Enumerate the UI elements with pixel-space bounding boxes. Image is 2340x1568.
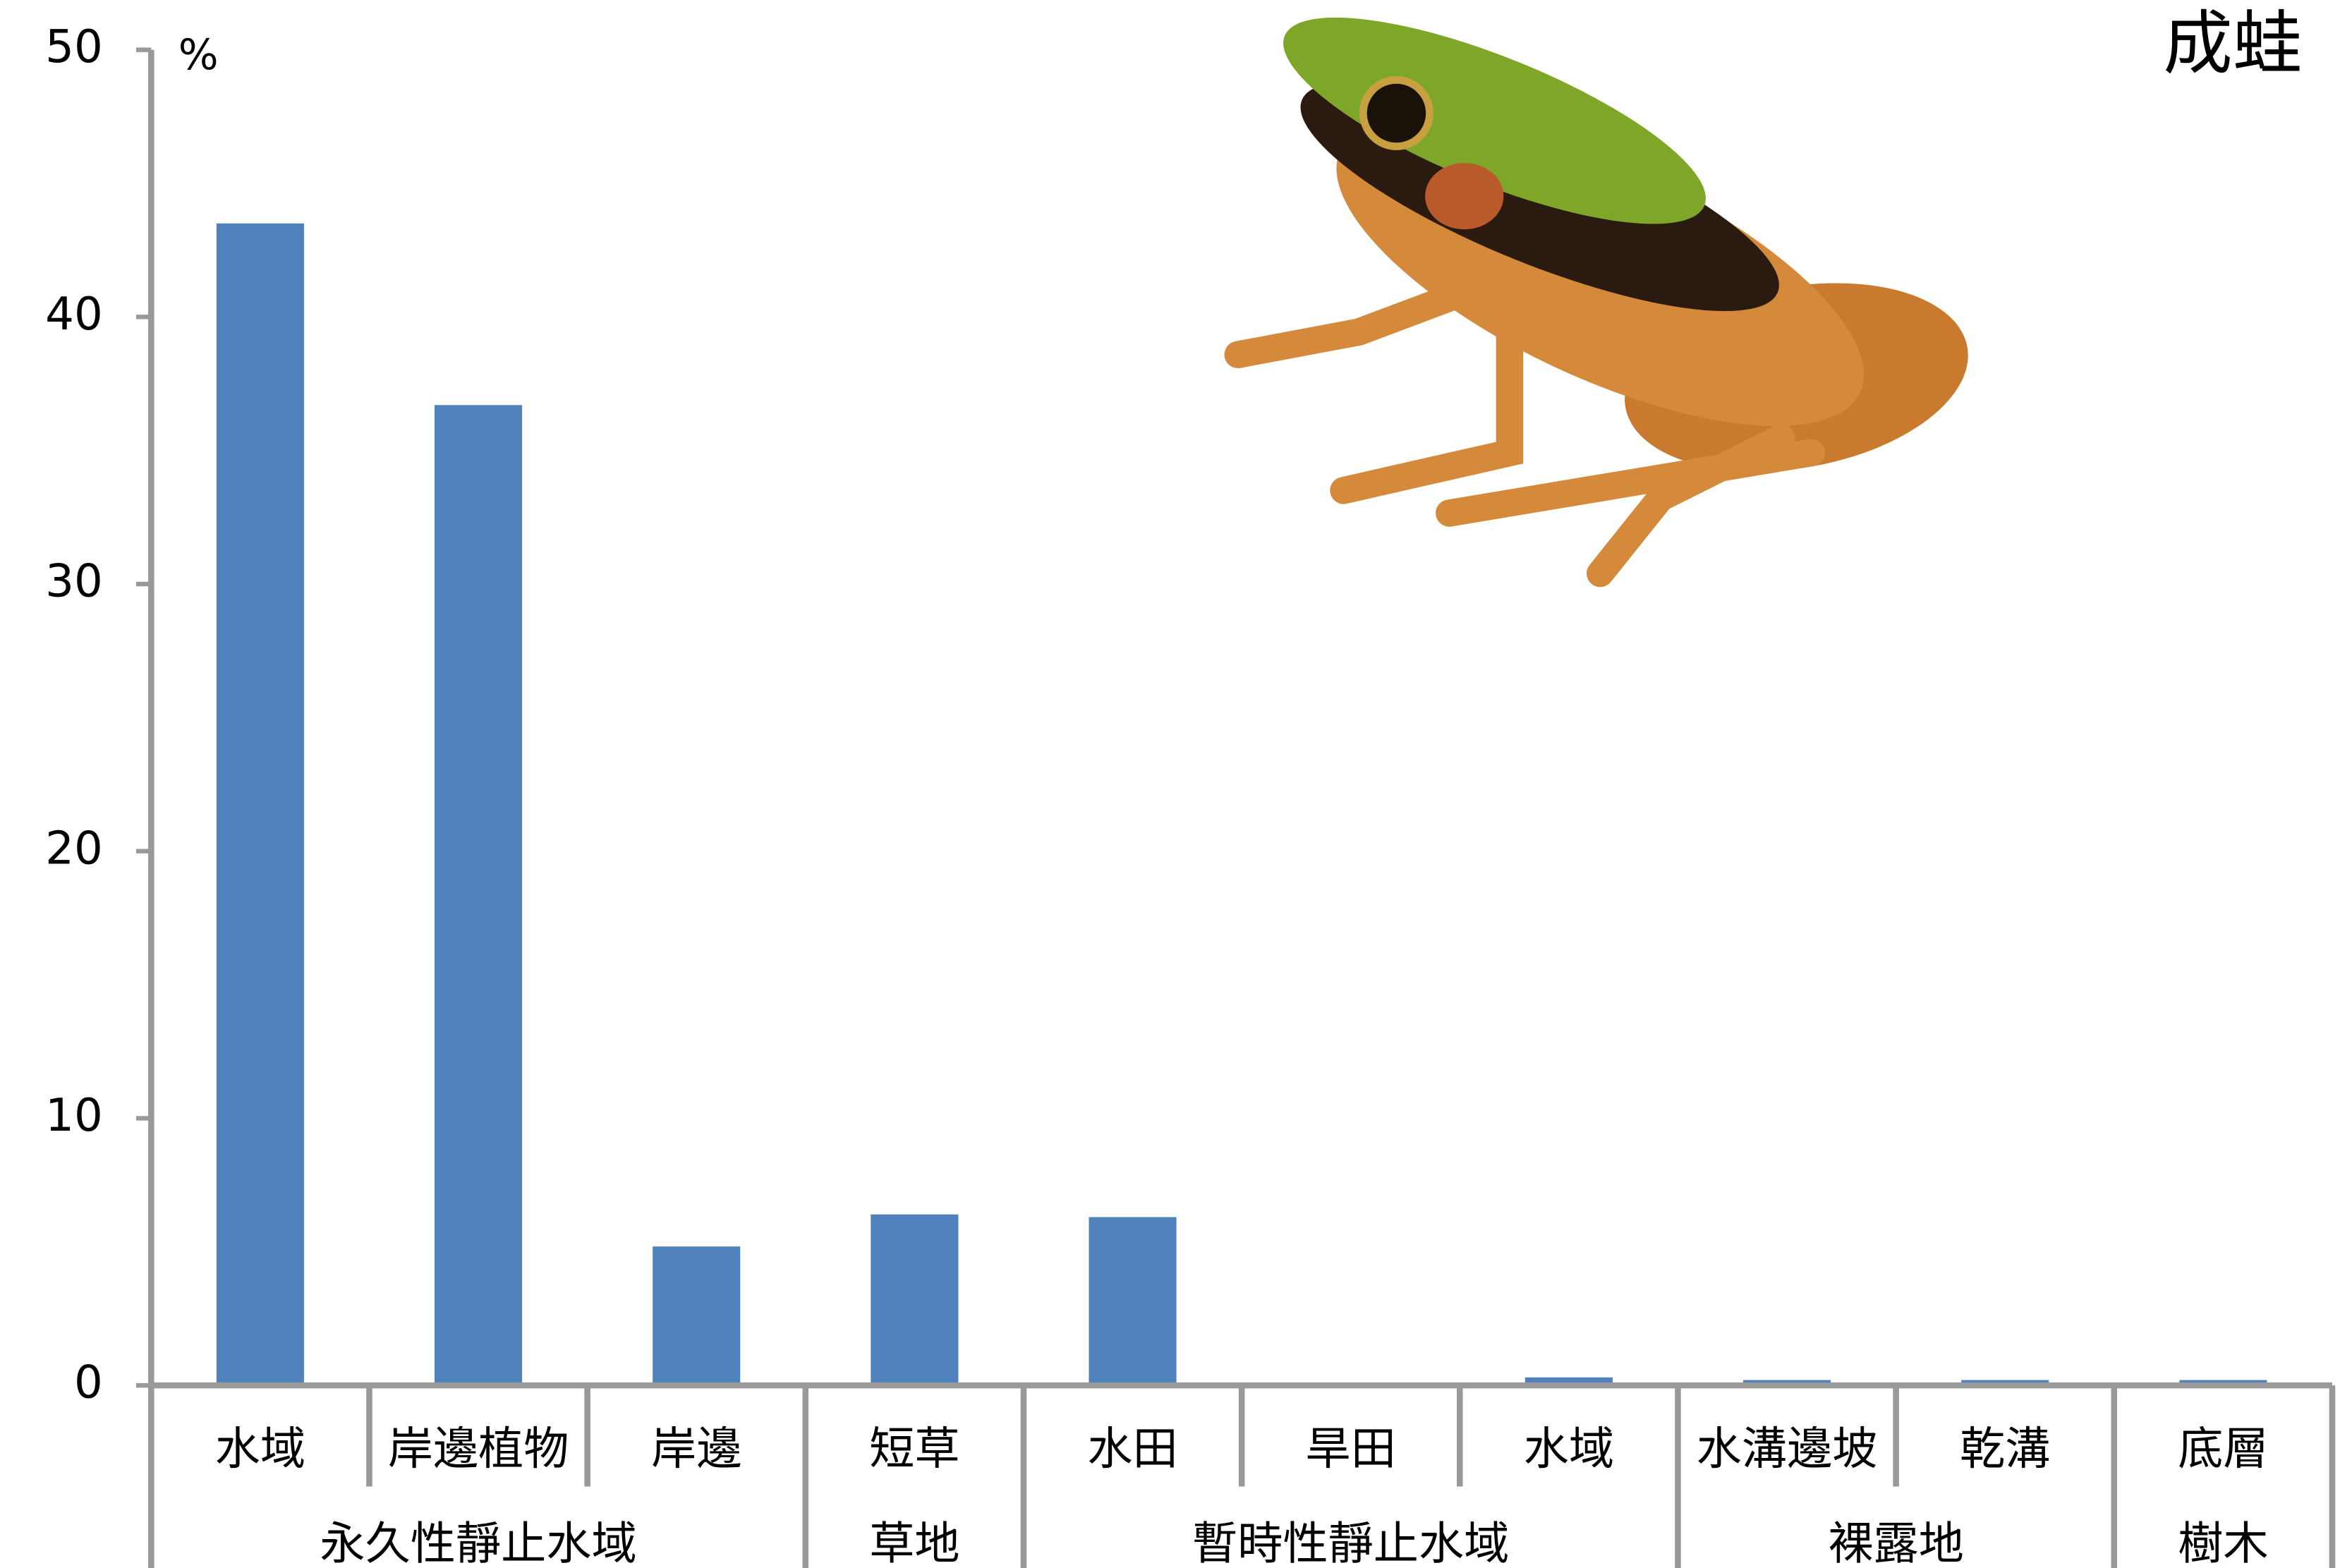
bar: [216, 223, 304, 1386]
bar: [1524, 1377, 1613, 1386]
bar: [653, 1246, 741, 1386]
y-tick-label: 0: [74, 1356, 103, 1409]
group-label: 裸露地: [1828, 1518, 1964, 1568]
x-tick-label: 岸邊: [651, 1423, 741, 1476]
bar: [435, 405, 523, 1386]
bar: [871, 1214, 959, 1386]
x-tick-label: 短草: [869, 1423, 959, 1476]
x-tick-label: 水域: [1524, 1423, 1614, 1476]
group-label: 暫時性靜止水域: [1192, 1518, 1509, 1568]
x-tick-label: 乾溝: [1960, 1423, 2050, 1476]
x-tick-label: 水田: [1087, 1423, 1177, 1476]
frog-image: [1224, 17, 1968, 588]
group-label: 草地: [869, 1518, 959, 1568]
y-tick-label: 30: [45, 555, 103, 608]
y-unit: %: [178, 30, 219, 80]
x-tick-label: 底層: [2178, 1423, 2268, 1476]
bar: [1089, 1217, 1177, 1386]
x-tick-label: 水溝邊坡: [1697, 1423, 1878, 1476]
group-label: 永久性靜止水域: [320, 1518, 636, 1568]
chart-title: 成蛙: [2163, 4, 2302, 84]
y-tick-label: 20: [45, 822, 103, 875]
group-label: 樹木: [2178, 1518, 2268, 1568]
y-tick-label: 10: [45, 1089, 103, 1142]
x-tick-label: 水域: [215, 1423, 305, 1476]
y-tick-label: 50: [45, 20, 103, 73]
x-tick-label: 岸邊植物: [388, 1423, 569, 1476]
y-tick-label: 40: [45, 288, 103, 341]
x-tick-label: 旱田: [1306, 1423, 1396, 1476]
